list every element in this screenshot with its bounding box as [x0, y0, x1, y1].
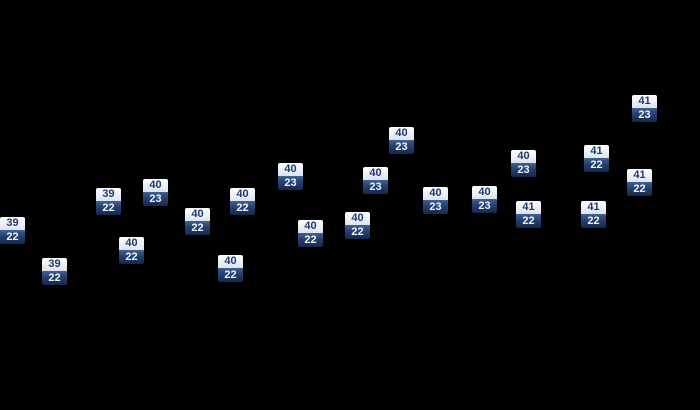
data-point-label: 40 22 — [185, 208, 210, 235]
data-point-label: 40 22 — [119, 237, 144, 264]
data-point-label: 41 22 — [584, 145, 609, 172]
low-value-label: 23 — [472, 199, 497, 213]
low-value-label: 23 — [278, 176, 303, 190]
data-point-label: 40 23 — [143, 179, 168, 206]
high-value-label: 40 — [119, 237, 144, 250]
data-point-label: 40 23 — [511, 150, 536, 177]
high-value-label: 40 — [218, 255, 243, 268]
high-value-label: 41 — [516, 201, 541, 214]
low-value-label: 22 — [584, 158, 609, 172]
low-value-label: 22 — [185, 221, 210, 235]
high-value-label: 40 — [511, 150, 536, 163]
high-value-label: 39 — [0, 217, 25, 230]
low-value-label: 22 — [42, 271, 67, 285]
high-value-label: 40 — [423, 187, 448, 200]
high-value-label: 41 — [581, 201, 606, 214]
data-point-label: 40 23 — [423, 187, 448, 214]
low-value-label: 22 — [627, 182, 652, 196]
low-value-label: 23 — [363, 180, 388, 194]
low-value-label: 23 — [389, 140, 414, 154]
data-point-label: 39 22 — [0, 217, 25, 244]
high-value-label: 40 — [298, 220, 323, 233]
high-value-label: 40 — [185, 208, 210, 221]
low-value-label: 22 — [218, 268, 243, 282]
high-value-label: 40 — [345, 212, 370, 225]
data-point-label: 40 23 — [363, 167, 388, 194]
high-value-label: 39 — [42, 258, 67, 271]
low-value-label: 22 — [0, 230, 25, 244]
high-value-label: 40 — [389, 127, 414, 140]
low-value-label: 23 — [632, 108, 657, 122]
high-value-label: 40 — [363, 167, 388, 180]
low-value-label: 22 — [230, 201, 255, 215]
high-value-label: 39 — [96, 188, 121, 201]
data-point-label: 41 23 — [632, 95, 657, 122]
high-value-label: 40 — [230, 188, 255, 201]
data-point-label: 40 23 — [278, 163, 303, 190]
data-point-label: 39 22 — [42, 258, 67, 285]
data-point-label: 40 22 — [230, 188, 255, 215]
data-point-label: 41 22 — [516, 201, 541, 228]
data-point-label: 40 22 — [298, 220, 323, 247]
high-value-label: 40 — [278, 163, 303, 176]
low-value-label: 22 — [345, 225, 370, 239]
low-value-label: 22 — [119, 250, 144, 264]
high-value-label: 41 — [627, 169, 652, 182]
high-value-label: 41 — [632, 95, 657, 108]
low-value-label: 22 — [581, 214, 606, 228]
data-point-label: 39 22 — [96, 188, 121, 215]
data-point-label: 41 22 — [581, 201, 606, 228]
low-value-label: 23 — [423, 200, 448, 214]
high-value-label: 40 — [472, 186, 497, 199]
low-value-label: 22 — [96, 201, 121, 215]
data-point-label: 40 22 — [345, 212, 370, 239]
low-value-label: 22 — [516, 214, 541, 228]
low-value-label: 23 — [511, 163, 536, 177]
low-value-label: 23 — [143, 192, 168, 206]
data-point-label: 40 23 — [472, 186, 497, 213]
low-value-label: 22 — [298, 233, 323, 247]
data-point-label: 41 22 — [627, 169, 652, 196]
data-point-label: 40 23 — [389, 127, 414, 154]
high-value-label: 40 — [143, 179, 168, 192]
high-value-label: 41 — [584, 145, 609, 158]
data-point-label: 40 22 — [218, 255, 243, 282]
